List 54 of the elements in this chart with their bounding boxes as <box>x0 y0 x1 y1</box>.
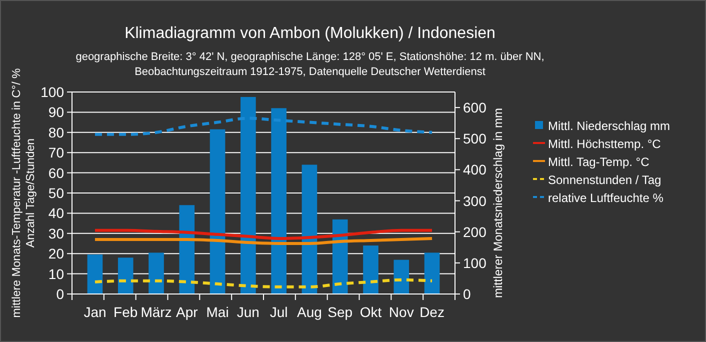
x-tick-label: Nov <box>388 304 414 320</box>
y-tick-label: 90 <box>48 104 64 120</box>
y2-tick-label: 400 <box>463 162 487 178</box>
x-tick-label: Sep <box>328 304 353 320</box>
bar <box>240 96 256 294</box>
bar <box>118 258 134 294</box>
legend-label: Sonnenstunden / Tag <box>548 173 662 187</box>
y2-tick-label: 600 <box>463 100 487 116</box>
y-tick-label: 30 <box>48 225 64 242</box>
x-tick-label: Feb <box>114 304 138 320</box>
line-series <box>93 278 434 288</box>
bar <box>179 205 195 294</box>
y-tick-label: 20 <box>48 246 64 262</box>
y2-tick-label: 300 <box>463 192 487 209</box>
y-tick-label: 60 <box>48 164 64 181</box>
x-tick-label: Jan <box>84 304 106 320</box>
bar <box>271 108 286 294</box>
legend-label: Mittl. Tag-Temp. °C <box>548 155 650 169</box>
x-tick-label: Dez <box>420 304 444 320</box>
legend-label: relative Luftfeuchte % <box>548 191 664 205</box>
bar <box>332 219 348 294</box>
y-tick-label: 100 <box>40 84 64 100</box>
y2-tick-label: 500 <box>463 130 487 147</box>
y2-tick-label: 200 <box>463 224 487 240</box>
y2-tick-label: 100 <box>463 254 487 271</box>
bar <box>424 252 440 294</box>
chart-title: Klimadiagramm von Ambon (Molukken) / Indonesien <box>124 25 496 42</box>
y-tick-label: 80 <box>48 124 64 140</box>
y2-axis-title: mittlerer Monatsniederschlag in mm <box>491 108 505 298</box>
y-tick-label: 40 <box>48 205 64 222</box>
x-tick-label: Apr <box>176 304 198 320</box>
y2-tick-label: 0 <box>463 286 471 302</box>
y-tick-label: 10 <box>48 266 64 282</box>
x-tick-label: Aug <box>297 304 322 320</box>
legend-label: Mittl. Höchsttemp. °C <box>548 137 662 151</box>
bar <box>210 129 226 294</box>
bar <box>87 254 103 294</box>
bar <box>148 252 164 294</box>
x-tick-label: Mai <box>206 304 229 320</box>
legend-label: Mittl. Niederschlag mm <box>548 119 670 133</box>
x-tick-label: Okt <box>360 304 382 320</box>
line-series <box>93 116 434 136</box>
bar <box>302 164 318 294</box>
y-axis-title: mittlere Monats-Temperatur -Luftfeuchte in C°/ % Anzahl Tage/Stunden <box>11 68 37 318</box>
bar <box>394 260 410 294</box>
chart-subtitle: geographische Breite: 3° 42' N, geographische Länge: 128° 05' E, Stationshöhe: 12 m. über NN, Beobachtungszeitraum 1912-1975, Datenquelle Deutscher Wetterdienst <box>76 51 544 78</box>
x-tick-label: März <box>140 304 172 320</box>
y-tick-label: 70 <box>48 144 64 161</box>
y-tick-label: 50 <box>48 185 64 201</box>
bar <box>363 246 378 294</box>
y-tick-label: 0 <box>56 286 64 302</box>
x-tick-label: Jun <box>236 304 260 320</box>
x-tick-label: Jul <box>270 304 288 320</box>
line-series <box>93 228 434 240</box>
